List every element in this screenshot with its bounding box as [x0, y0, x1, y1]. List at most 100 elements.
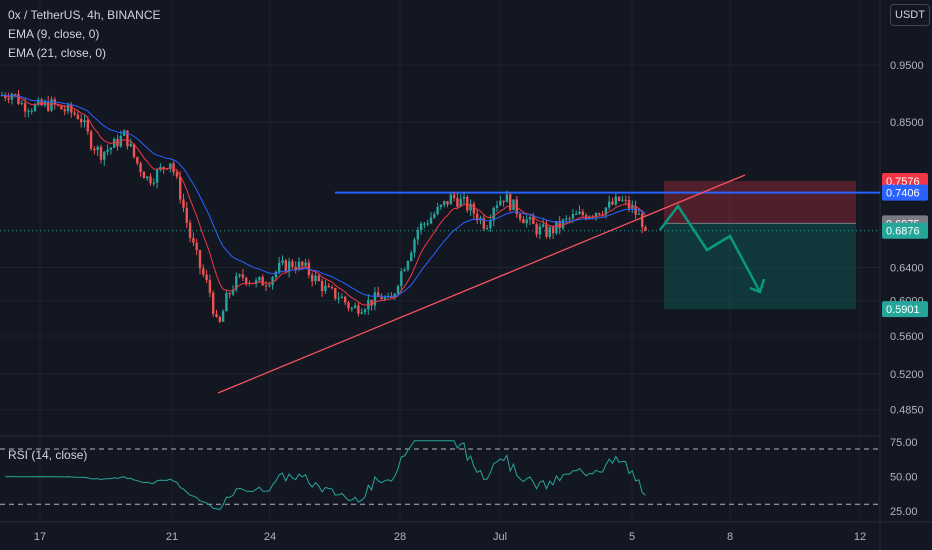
- candle-body: [528, 217, 532, 220]
- candle-body: [512, 199, 515, 211]
- candle-body: [218, 316, 221, 322]
- candle-body: [472, 203, 476, 214]
- candle-body: [403, 269, 406, 272]
- stop-loss-zone: [664, 181, 856, 224]
- time-axis[interactable]: 17 21 24 28 Jul 5 8 12: [34, 531, 866, 543]
- candle-body: [139, 163, 142, 172]
- candle-body: [198, 250, 202, 269]
- candle-body: [485, 228, 489, 230]
- candle-body: [99, 146, 103, 160]
- candle-body: [330, 287, 334, 289]
- candle-body: [482, 217, 485, 229]
- candle-body: [327, 285, 330, 288]
- candle-body: [377, 292, 380, 297]
- time-tick-label: Jul: [493, 531, 507, 543]
- candle-body: [363, 309, 367, 313]
- price-tag-label: 0.6876: [886, 226, 920, 238]
- candle-body: [284, 260, 287, 272]
- candle-body: [96, 146, 99, 151]
- candles: [0, 90, 647, 324]
- candle-body: [314, 275, 317, 282]
- candle-body: [340, 296, 344, 299]
- candle-body: [274, 271, 278, 278]
- candle-body: [317, 275, 320, 281]
- candle-body: [476, 213, 479, 221]
- candle-body: [228, 293, 231, 295]
- candle-body: [195, 242, 198, 251]
- candle-body: [337, 298, 340, 300]
- candle-body: [509, 194, 512, 211]
- candle-body: [406, 261, 410, 270]
- price-tag: [882, 184, 928, 201]
- candle-body: [37, 99, 40, 105]
- candle-body: [525, 219, 528, 224]
- price-tick-label: 0.9500: [890, 60, 924, 72]
- candle-body: [109, 147, 113, 150]
- ema21-legend[interactable]: EMA (21, close, 0): [8, 46, 107, 60]
- candle-body: [245, 277, 248, 284]
- candle-body: [433, 214, 436, 218]
- candle-body: [621, 199, 624, 201]
- candle-body: [489, 220, 492, 229]
- ema9-legend[interactable]: EMA (9, close, 0): [8, 27, 100, 41]
- arrow-head: [749, 278, 766, 294]
- candle-body: [357, 305, 360, 314]
- ema21-line: [1, 94, 646, 298]
- rsi-legend[interactable]: RSI (14, close): [8, 448, 88, 462]
- candle-body: [499, 200, 502, 206]
- candle-body: [462, 196, 466, 199]
- price-tick-label: 0.8500: [890, 117, 924, 129]
- candle-body: [172, 163, 175, 173]
- symbol-title[interactable]: 0x / TetherUS, 4h, BINANCE: [8, 8, 161, 22]
- price-tick-label: 0.5600: [890, 331, 924, 343]
- price-tag: [882, 301, 928, 318]
- candle-body: [14, 94, 17, 96]
- candle-body: [502, 200, 505, 203]
- rsi-tick-label: 25.00: [890, 506, 918, 518]
- candle-body: [545, 224, 548, 237]
- candle-body: [205, 274, 208, 281]
- candle-body: [169, 163, 172, 169]
- candle-body: [598, 213, 601, 215]
- candle-body: [212, 292, 215, 314]
- candle-body: [344, 296, 347, 303]
- candle-body: [436, 207, 439, 215]
- candle-body: [235, 276, 238, 290]
- price-axis[interactable]: 0.95000.85000.64000.60000.56000.52000.48…: [890, 60, 924, 518]
- currency-button[interactable]: USDT: [890, 4, 930, 26]
- candle-body: [350, 308, 353, 310]
- candle-body: [80, 118, 83, 123]
- candle-body: [238, 274, 241, 277]
- candle-body: [304, 262, 307, 266]
- candle-body: [443, 201, 446, 205]
- candle-body: [347, 302, 350, 309]
- candle-body: [522, 219, 525, 224]
- candle-body: [17, 94, 20, 105]
- candle-body: [40, 99, 43, 106]
- rsi-tick-label: 50.00: [890, 472, 918, 484]
- candle-body: [416, 230, 419, 240]
- candle-body: [119, 135, 122, 147]
- ema9-line: [1, 94, 646, 306]
- candle-body: [558, 221, 561, 229]
- candle-body: [637, 213, 641, 215]
- candle-body: [446, 201, 449, 205]
- candle-body: [386, 296, 390, 298]
- take-profit-zone: [664, 223, 856, 310]
- candle-body: [192, 237, 195, 243]
- candle-body: [383, 297, 386, 300]
- candle-body: [208, 280, 212, 293]
- candle-body: [231, 289, 235, 295]
- candle-body: [578, 211, 581, 214]
- candle-body: [129, 143, 132, 147]
- candle-body: [73, 112, 76, 115]
- candle-body: [413, 239, 416, 253]
- price-tag-label: 0.7406: [886, 188, 920, 200]
- candle-body: [370, 299, 373, 306]
- candle-body: [258, 276, 261, 281]
- candle-body: [66, 104, 70, 112]
- drawn-lines: [0, 174, 880, 394]
- price-tag-label: 0.5901: [886, 304, 920, 316]
